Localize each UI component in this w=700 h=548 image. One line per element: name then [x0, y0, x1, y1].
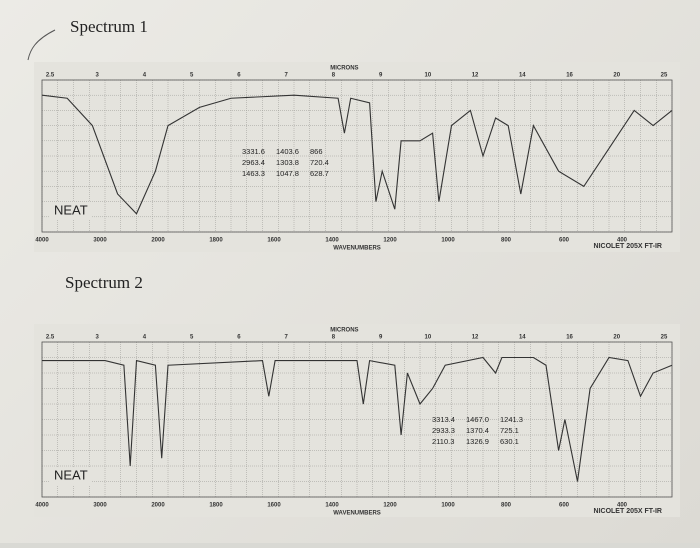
wavenumber-tick: 1600 [267, 238, 281, 244]
micron-tick: 7 [284, 335, 288, 341]
micron-tick: 8 [332, 335, 336, 341]
micron-tick: 7 [284, 73, 288, 79]
spectrum-trace [41, 94, 673, 215]
micron-tick: 10 [425, 335, 432, 341]
wavenumber-tick: 600 [559, 503, 570, 509]
peak-value: 725.1 [500, 426, 519, 435]
micron-tick: 10 [425, 73, 432, 79]
peak-value: 3331.6 [242, 147, 265, 156]
wavenumber-tick: 800 [501, 503, 512, 509]
peak-value: 2110.3 [432, 437, 454, 446]
pen-mark [27, 29, 56, 61]
wavenumber-tick: 1000 [441, 238, 455, 244]
micron-tick: 6 [237, 73, 241, 79]
micron-tick: 6 [237, 335, 241, 341]
peak-value: 720.4 [310, 158, 329, 167]
micron-tick: 20 [613, 335, 620, 341]
micron-tick: 5 [190, 335, 194, 341]
wavenumber-tick: 3000 [93, 503, 107, 509]
peak-value: 1467.0 [466, 415, 489, 424]
wavenumber-tick: 400 [617, 238, 628, 244]
top-axis-label: MICRONS [330, 66, 358, 72]
wavenumber-tick: 2000 [151, 503, 165, 509]
micron-tick: 3 [96, 73, 100, 79]
micron-tick: 20 [613, 73, 620, 79]
wavenumber-tick: 400 [617, 503, 628, 509]
peak-value: 3313.4 [432, 415, 455, 424]
micron-tick: 4 [143, 335, 147, 341]
micron-tick: 9 [379, 335, 383, 341]
sample-label: NEAT [54, 202, 88, 217]
micron-tick: 14 [519, 73, 526, 79]
neat-box [50, 467, 92, 485]
peak-value: 1241.3 [500, 415, 523, 424]
instrument: NICOLET 205X FT-IR [594, 508, 662, 515]
micron-tick: 12 [472, 73, 479, 79]
wavenumber-tick: 4000 [35, 238, 49, 244]
top-axis-label: MICRONS [330, 328, 358, 334]
wavenumber-tick: 800 [501, 238, 512, 244]
spectrum-title: Spectrum 1 [70, 17, 148, 36]
wavenumber-tick: 1000 [441, 503, 455, 509]
wavenumber-tick: 1200 [383, 503, 397, 509]
instrument: NICOLET 205X FT-IR [594, 243, 662, 250]
peak-value: 1047.8 [276, 169, 299, 178]
sample-label: NEAT [54, 467, 88, 482]
spectrum-title: Spectrum 2 [65, 273, 143, 292]
micron-tick: 4 [143, 73, 147, 79]
micron-tick: 16 [566, 335, 573, 341]
peak-value: 628.7 [310, 169, 329, 178]
bottom-axis-label: WAVENUMBERS [333, 511, 381, 517]
wavenumber-tick: 1800 [209, 238, 223, 244]
peak-value: 1403.6 [276, 147, 299, 156]
wavenumber-tick: 4000 [35, 503, 49, 509]
wavenumber-tick: 1200 [383, 238, 397, 244]
plot-frame [41, 79, 673, 233]
wavenumber-tick: 1800 [209, 503, 223, 509]
wavenumber-tick: 3000 [93, 238, 107, 244]
peak-value: 2963.4 [242, 158, 265, 167]
micron-tick: 25 [661, 73, 668, 79]
wavenumber-tick: 2000 [151, 238, 165, 244]
peak-value: 1326.9 [466, 437, 489, 446]
peak-value: 1303.8 [276, 158, 299, 167]
plot-frame [41, 341, 673, 498]
peak-value: 1370.4 [466, 426, 489, 435]
peak-value: 2933.3 [432, 426, 455, 435]
wavenumber-tick: 600 [559, 238, 570, 244]
peak-value: 866 [310, 147, 323, 156]
peak-value: 1463.3 [242, 169, 265, 178]
wavenumber-tick: 1400 [325, 238, 339, 244]
wavenumber-tick: 1400 [325, 503, 339, 509]
micron-tick: 3 [96, 335, 100, 341]
micron-tick: 2.5 [46, 73, 55, 79]
micron-tick: 5 [190, 73, 194, 79]
micron-tick: 25 [661, 335, 668, 341]
wavenumber-tick: 1600 [267, 503, 281, 509]
micron-tick: 16 [566, 73, 573, 79]
micron-tick: 8 [332, 73, 336, 79]
peak-value: 630.1 [500, 437, 519, 446]
neat-box [50, 202, 92, 220]
bottom-axis-label: WAVENUMBERS [333, 246, 381, 252]
spectrum-trace [42, 356, 673, 482]
micron-tick: 14 [519, 335, 526, 341]
micron-tick: 9 [379, 73, 383, 79]
micron-tick: 12 [472, 335, 479, 341]
micron-tick: 2.5 [46, 335, 55, 341]
